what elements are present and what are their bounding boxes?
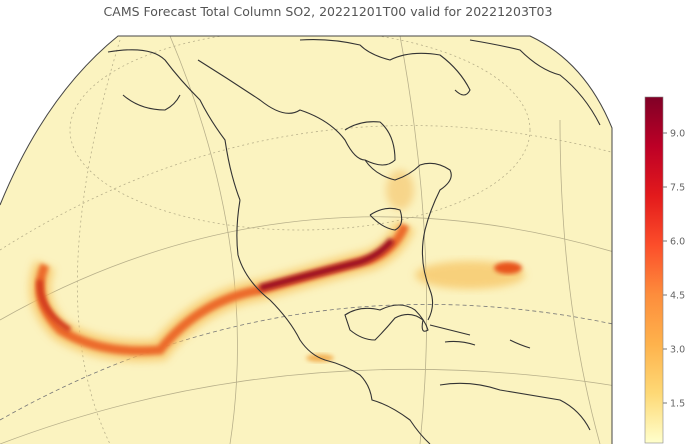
colorbar-tick-label: 6.0 xyxy=(670,237,685,248)
colorbar-tick-label: 9.0 xyxy=(670,129,685,140)
colorbar: 1.5 3.0 4.5 6.0 7.5 9.0 xyxy=(644,96,685,444)
colorbar-tick-label: 7.5 xyxy=(670,183,685,194)
colorbar-tick-label: 3.0 xyxy=(670,345,685,356)
globe-border xyxy=(0,35,613,444)
coastlines xyxy=(107,39,601,444)
colorbar-gradient xyxy=(644,96,664,444)
colorbar-tick-label: 4.5 xyxy=(670,291,685,302)
graticule xyxy=(0,36,612,444)
map-title: CAMS Forecast Total Column SO2, 20221201… xyxy=(103,4,553,19)
colorbar-tick-label: 1.5 xyxy=(670,399,685,410)
